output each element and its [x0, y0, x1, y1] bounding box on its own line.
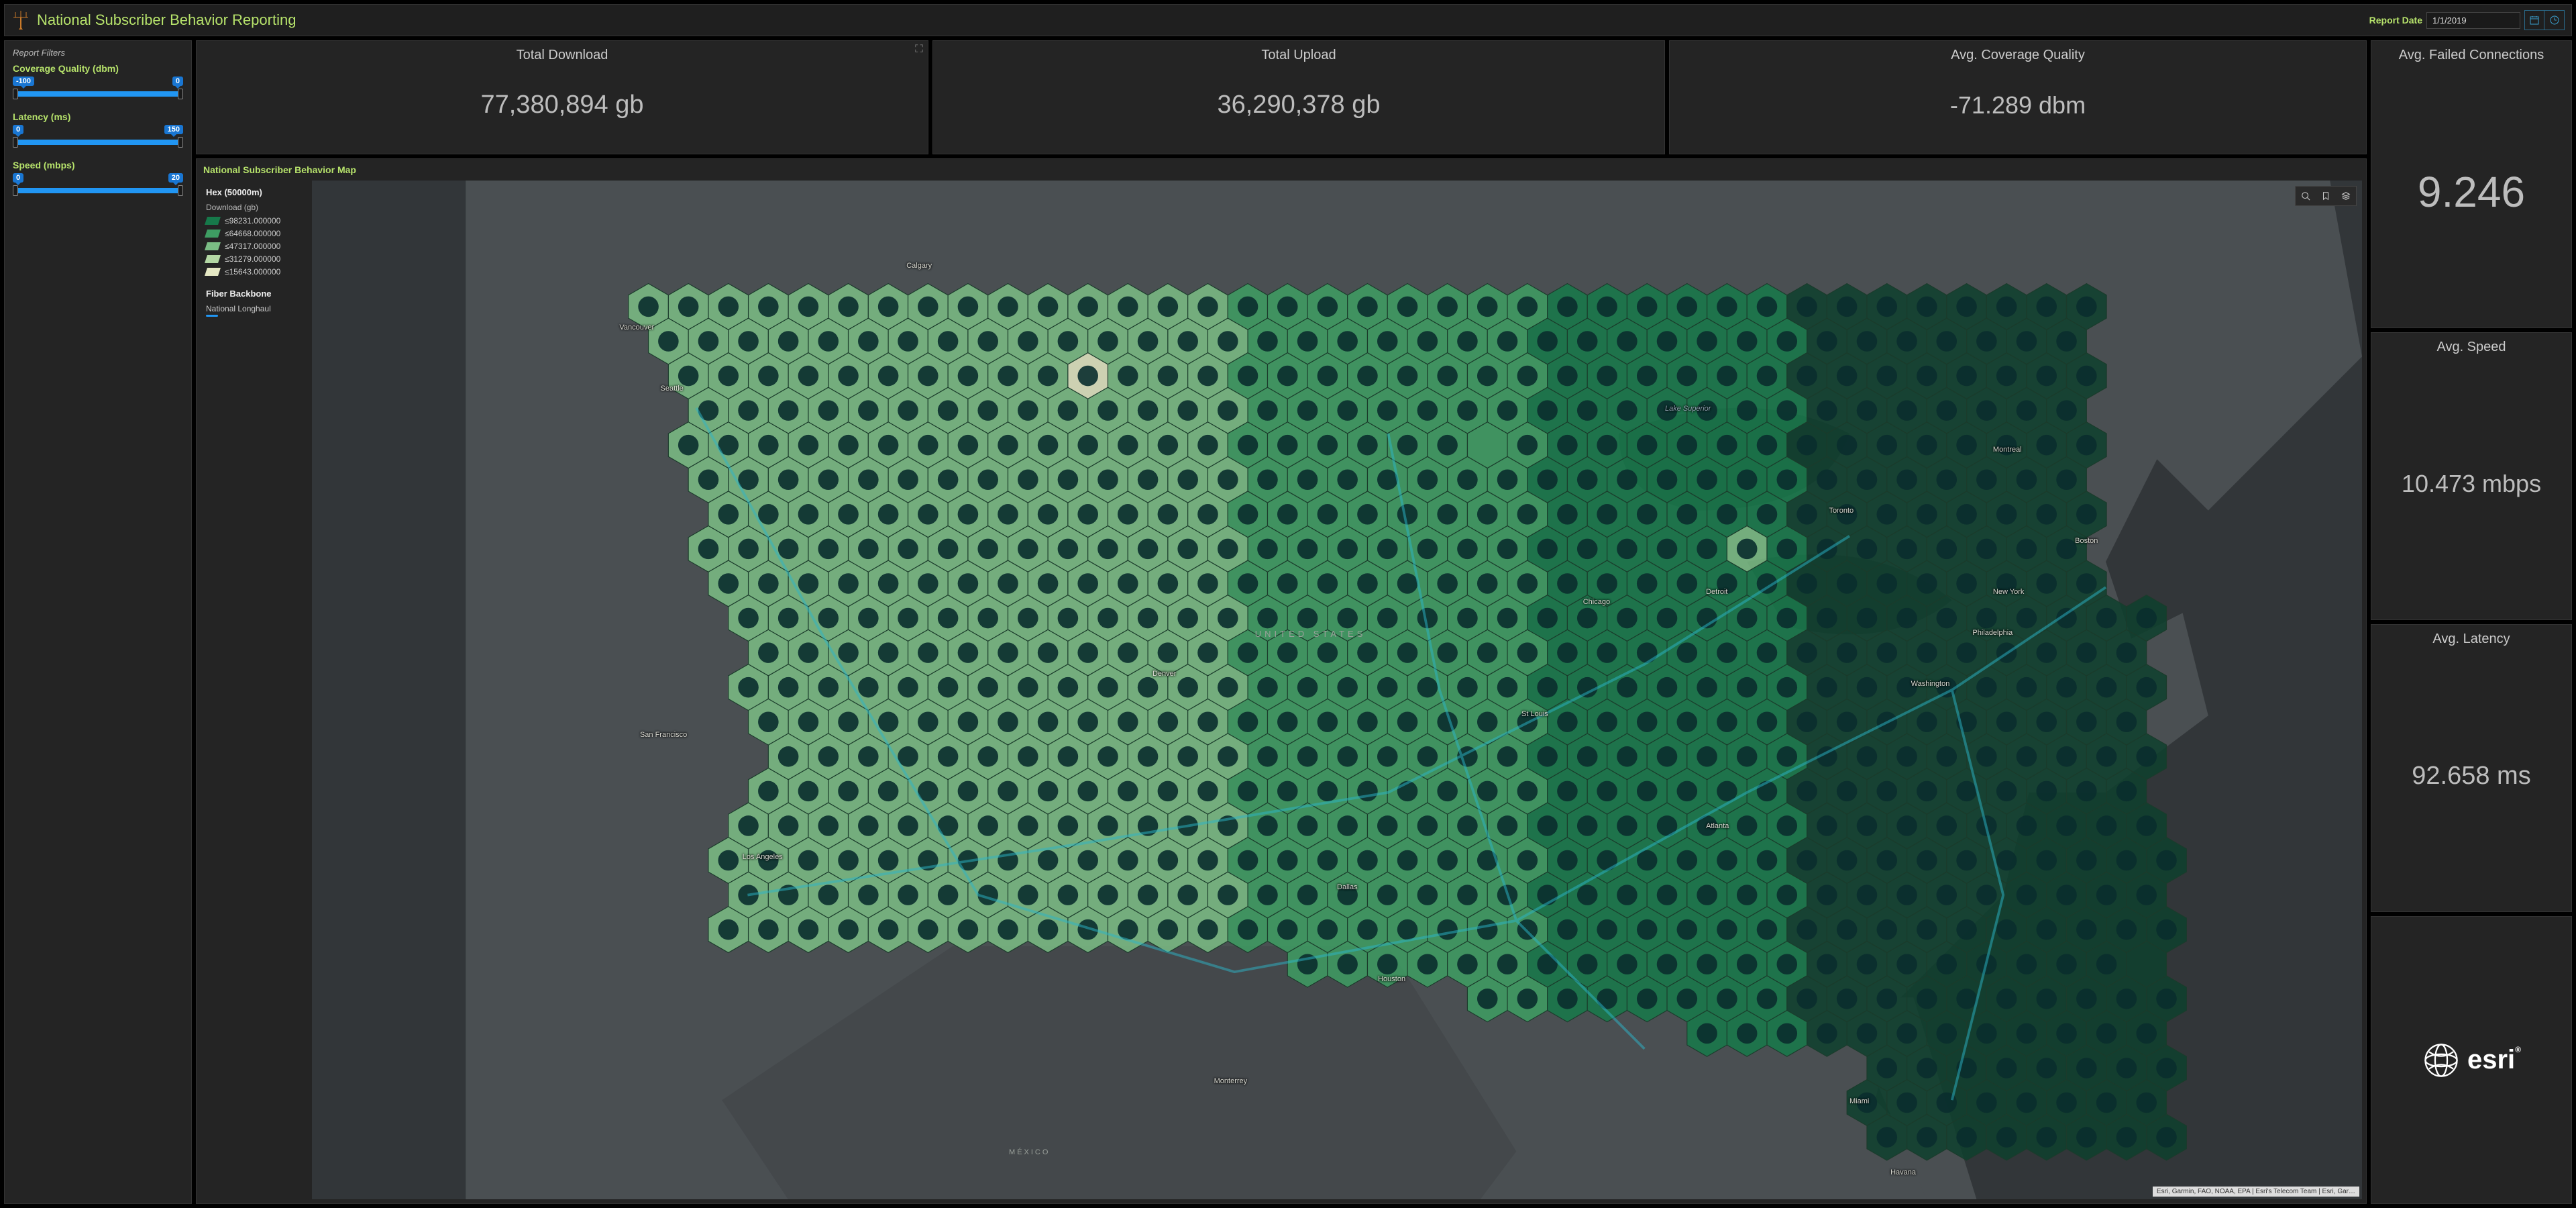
slider-min-value: 0 — [13, 173, 23, 183]
map-legend: Hex (50000m) Download (gb) ≤98231.000000… — [201, 181, 308, 1199]
kpi-card: Avg. Coverage Quality -71.289 dbm — [1669, 40, 2367, 154]
slider-handle-max[interactable] — [178, 185, 183, 196]
slider-min-value: 0 — [13, 125, 23, 134]
filters-panel: Report Filters Coverage Quality (dbm) -1… — [4, 40, 192, 1204]
clock-icon[interactable] — [2544, 10, 2565, 30]
kpi-value: 10.473 mbps — [2402, 470, 2541, 498]
slider-min-value: -100 — [13, 77, 34, 86]
map-canvas[interactable]: Esri, Garmin, FAO, NOAA, EPA | Esri's Te… — [312, 181, 2362, 1199]
kpi-value: 77,380,894 gb — [480, 91, 643, 119]
legend-swatch — [205, 255, 221, 263]
legend-swatch — [205, 242, 221, 250]
slider-handle-min[interactable] — [13, 89, 18, 99]
filter-label: Coverage Quality (dbm) — [13, 63, 183, 74]
kpi-title: Total Upload — [1261, 48, 1336, 63]
slider-max-value: 150 — [164, 125, 183, 134]
calendar-icon[interactable] — [2524, 10, 2544, 30]
kpi-card: Total Upload 36,290,378 gb — [932, 40, 1665, 154]
slider-track — [14, 91, 182, 97]
legend-bin: ≤98231.000000 — [206, 216, 303, 225]
kpi-value: -71.289 dbm — [1950, 91, 2086, 119]
kpi-card: Avg. Speed 10.473 mbps — [2371, 332, 2572, 620]
range-slider[interactable]: 0 20 — [13, 176, 183, 196]
range-slider[interactable]: -100 0 — [13, 79, 183, 99]
kpi-card: Avg. Failed Connections 9.246 — [2371, 40, 2572, 328]
kpi-title: Avg. Failed Connections — [2399, 48, 2544, 63]
legend-measure: Download (gb) — [206, 203, 303, 212]
legend-swatch — [205, 230, 221, 238]
header-bar: National Subscriber Behavior Reporting R… — [4, 4, 2572, 36]
legend-bin-label: ≤31279.000000 — [225, 254, 280, 264]
legend-fiber-title: Fiber Backbone — [206, 289, 303, 299]
slider-handle-min[interactable] — [13, 137, 18, 148]
filter-label: Speed (mbps) — [13, 160, 183, 170]
legend-bin-label: ≤47317.000000 — [225, 242, 280, 251]
legend-hex-title: Hex (50000m) — [206, 187, 303, 197]
slider-track — [14, 140, 182, 145]
filter-coverage-quality-dbm-: Coverage Quality (dbm) -100 0 — [13, 63, 183, 99]
report-date-label: Report Date — [2369, 15, 2422, 26]
slider-track — [14, 188, 182, 193]
filter-speed-mbps-: Speed (mbps) 0 20 — [13, 160, 183, 196]
legend-bin: ≤15643.000000 — [206, 267, 303, 276]
search-icon[interactable] — [2296, 187, 2316, 205]
fiber-line-swatch — [206, 315, 218, 317]
bookmark-icon[interactable] — [2316, 187, 2336, 205]
legend-bin-label: ≤98231.000000 — [225, 216, 280, 225]
map-controls — [2295, 186, 2357, 206]
report-date-input[interactable] — [2426, 12, 2520, 29]
legend-bin-label: ≤64668.000000 — [225, 229, 280, 238]
legend-bin: ≤64668.000000 — [206, 229, 303, 238]
slider-handle-max[interactable] — [178, 137, 183, 148]
kpi-title: Total Download — [517, 48, 608, 63]
legend-bin-label: ≤15643.000000 — [225, 267, 280, 276]
kpi-title: Avg. Speed — [2436, 340, 2506, 355]
slider-max-value: 20 — [168, 173, 183, 183]
map-attribution: Esri, Garmin, FAO, NOAA, EPA | Esri's Te… — [2153, 1187, 2359, 1197]
filter-label: Latency (ms) — [13, 111, 183, 122]
map-title: National Subscriber Behavior Map — [197, 159, 2366, 181]
app-logo — [11, 9, 30, 31]
kpi-value: 36,290,378 gb — [1217, 91, 1380, 119]
legend-fiber-item: National Longhaul — [206, 304, 303, 313]
esri-logo: esri® — [2422, 1041, 2521, 1080]
brand-logo-card: esri® — [2371, 916, 2572, 1204]
layers-icon[interactable] — [2336, 187, 2356, 205]
legend-swatch — [205, 217, 221, 225]
kpi-value: 92.658 ms — [2412, 762, 2530, 791]
slider-max-value: 0 — [172, 77, 183, 86]
kpi-title: Avg. Latency — [2432, 632, 2510, 647]
map-panel: National Subscriber Behavior Map Hex (50… — [196, 158, 2367, 1204]
expand-icon[interactable] — [914, 44, 925, 54]
legend-swatch — [205, 268, 221, 276]
kpi-title: Avg. Coverage Quality — [1951, 48, 2085, 63]
kpi-card: Avg. Latency 92.658 ms — [2371, 624, 2572, 912]
filter-latency-ms-: Latency (ms) 0 150 — [13, 111, 183, 148]
filters-title: Report Filters — [13, 48, 183, 58]
range-slider[interactable]: 0 150 — [13, 128, 183, 148]
legend-bin: ≤31279.000000 — [206, 254, 303, 264]
page-title: National Subscriber Behavior Reporting — [37, 11, 2369, 29]
kpi-card: Total Download 77,380,894 gb — [196, 40, 928, 154]
kpi-value: 9.246 — [2418, 167, 2525, 217]
legend-bin: ≤47317.000000 — [206, 242, 303, 251]
slider-handle-min[interactable] — [13, 185, 18, 196]
slider-handle-max[interactable] — [178, 89, 183, 99]
